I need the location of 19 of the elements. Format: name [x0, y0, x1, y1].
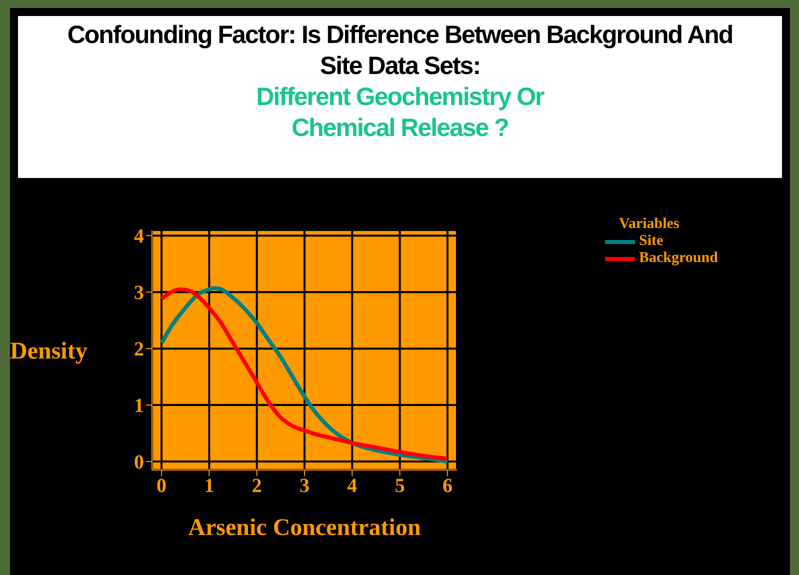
y-tick-label: 1	[134, 395, 144, 418]
chart-subtitle: Different Geochemistry Or Chemical Release ?	[255, 82, 546, 144]
x-tick-label: 3	[300, 475, 310, 498]
x-tick-label: 2	[252, 475, 262, 498]
x-tick-label: 1	[204, 475, 214, 498]
y-tick-label: 0	[134, 452, 144, 474]
y-axis-title: Density	[10, 338, 88, 365]
x-axis-title: Arsenic Concentration	[188, 515, 421, 541]
y-tick-label: 2	[134, 338, 144, 361]
x-tick-label: 4	[347, 475, 358, 498]
y-tick-label: 3	[134, 282, 144, 304]
x-tick-label: 6	[442, 475, 452, 498]
y-tick-label: 4	[134, 226, 144, 248]
legend-label: Background	[639, 250, 718, 267]
chart-title: Confounding Factor: Is Difference Between Background And Site Data Sets:	[66, 20, 734, 82]
x-tick-label: 5	[394, 475, 405, 498]
legend-title: Variables	[619, 216, 680, 233]
x-tick-label: 0	[156, 475, 167, 498]
legend-label: Site	[639, 233, 664, 250]
